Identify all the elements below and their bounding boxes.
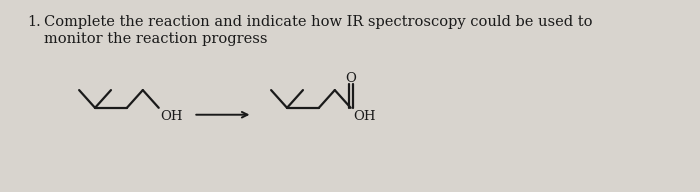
Text: O: O	[345, 72, 356, 85]
Text: OH: OH	[160, 110, 183, 123]
Text: monitor the reaction progress: monitor the reaction progress	[45, 32, 268, 46]
Text: OH: OH	[354, 110, 376, 123]
Text: Complete the reaction and indicate how IR spectroscopy could be used to: Complete the reaction and indicate how I…	[45, 15, 593, 29]
Text: 1.: 1.	[27, 15, 41, 29]
